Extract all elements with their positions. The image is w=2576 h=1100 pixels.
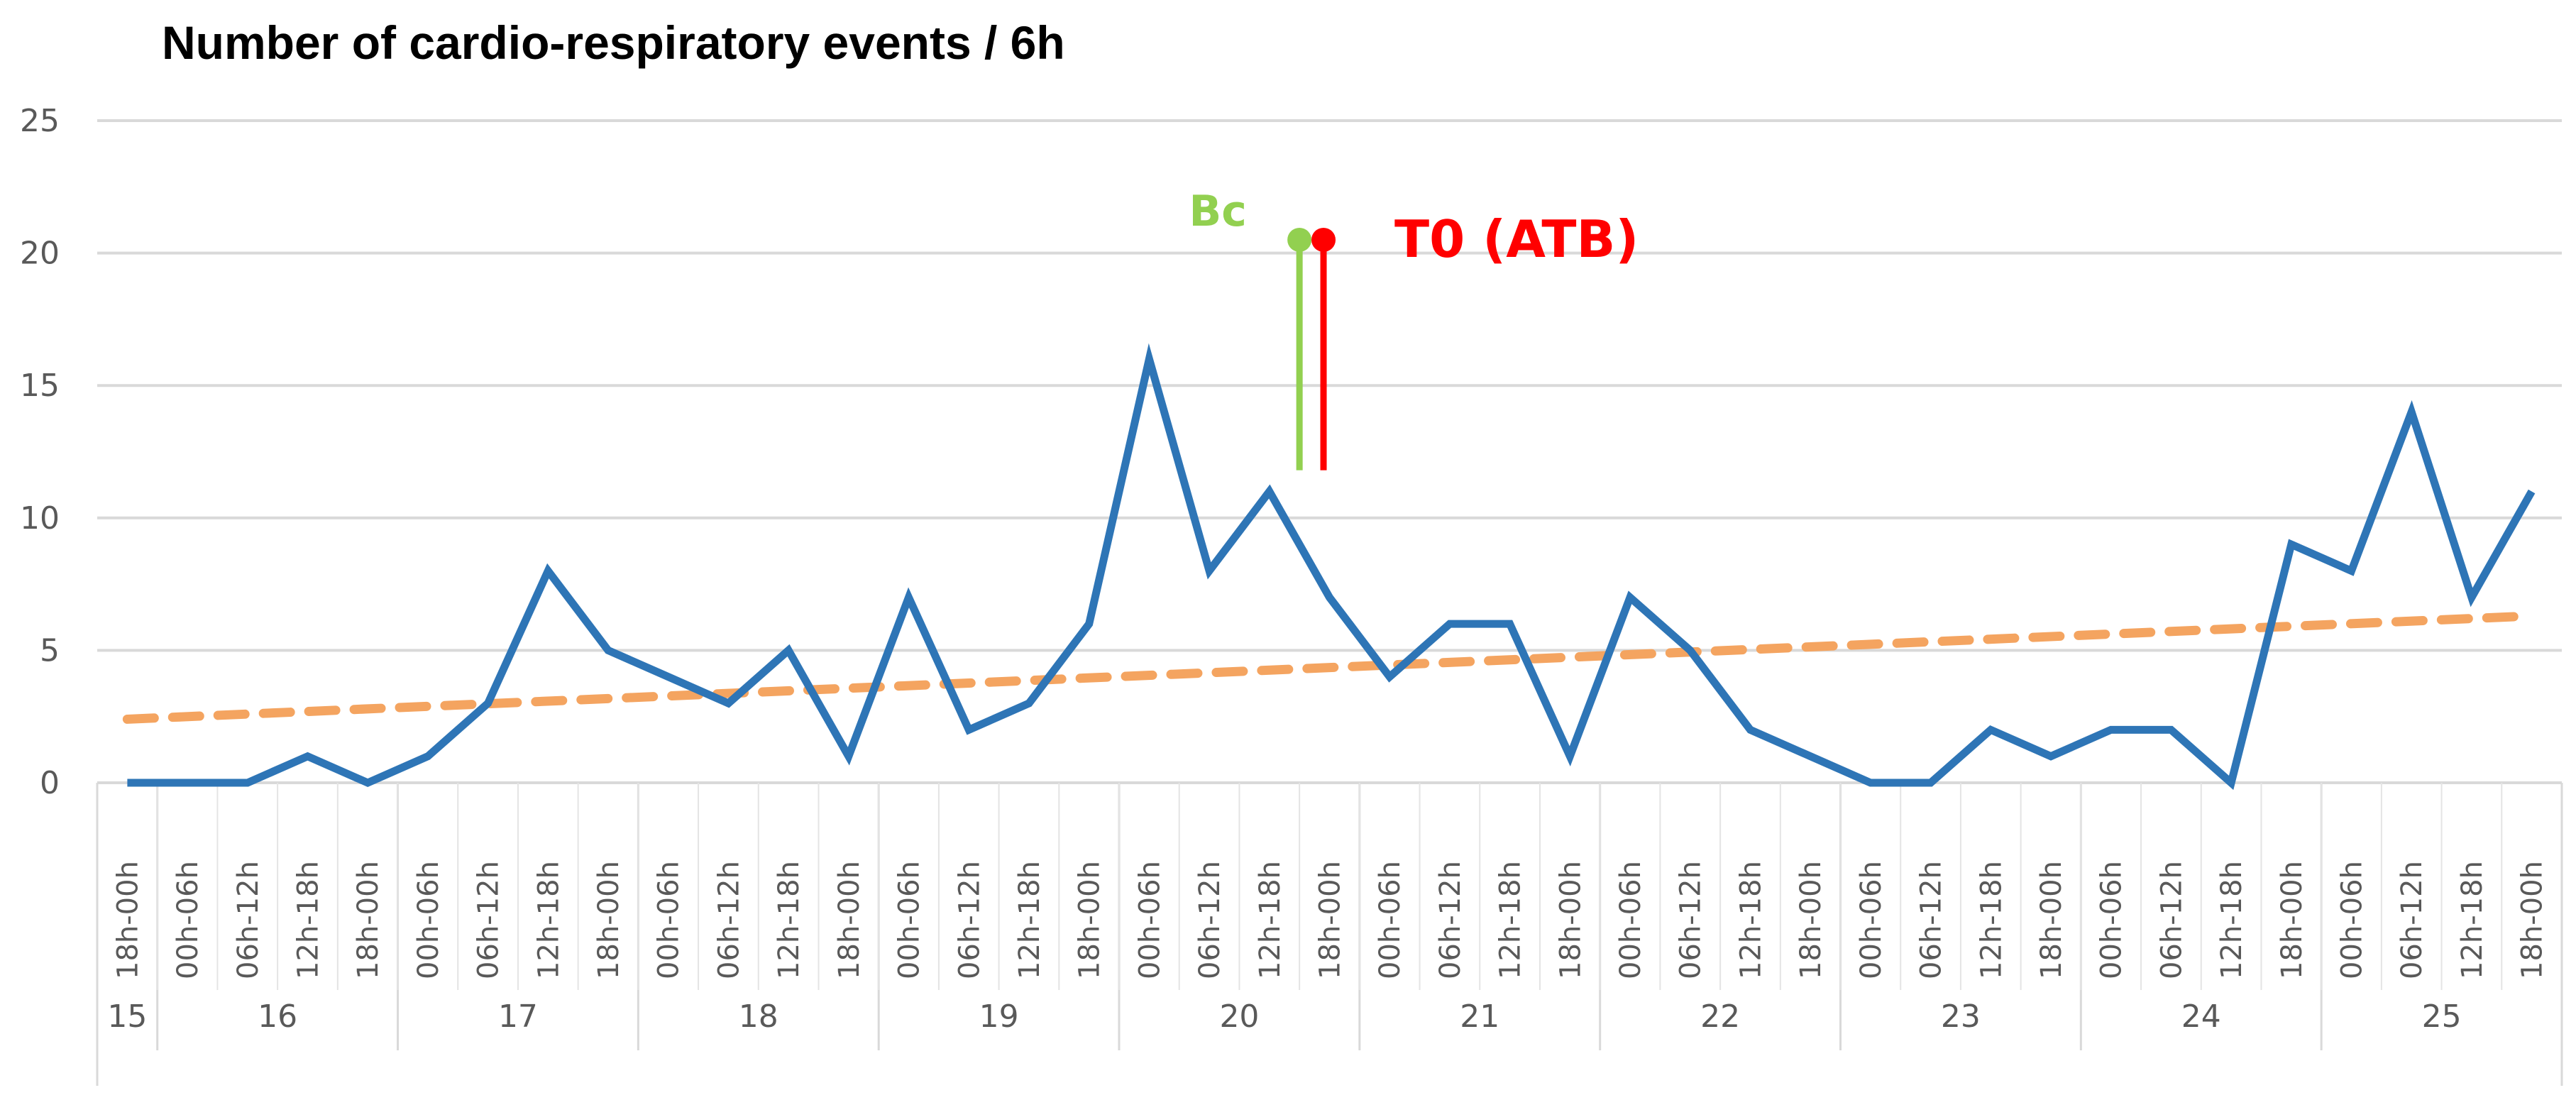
day-group-label: 22 — [1700, 999, 1740, 1035]
x-tick-label: 18h-00h — [352, 861, 385, 979]
x-tick-label: 00h-06h — [1855, 861, 1888, 979]
x-tick-label: 18h-00h — [1795, 861, 1827, 979]
day-group-label: 15 — [107, 999, 147, 1035]
y-tick-label: 15 — [20, 368, 60, 404]
x-tick-label: 00h-06h — [172, 861, 204, 979]
x-tick-label: 06h-12h — [953, 861, 986, 979]
x-tick-label: 18h-00h — [833, 861, 866, 979]
day-group-label: 23 — [1941, 999, 1981, 1035]
x-tick-label: 00h-06h — [1614, 861, 1647, 979]
annotation-marker — [1311, 227, 1336, 252]
x-tick-label: 12h-18h — [2216, 861, 2248, 979]
day-group-label: 20 — [1219, 999, 1259, 1035]
x-tick-label: 00h-06h — [1133, 861, 1166, 979]
y-tick-label: 20 — [20, 236, 60, 272]
annotation-label: T0 (ATB) — [1394, 209, 1639, 269]
y-tick-label: 0 — [40, 765, 60, 801]
x-tick-label: 18h-00h — [1074, 861, 1106, 979]
y-tick-label: 10 — [20, 500, 60, 537]
x-tick-label: 18h-00h — [1314, 861, 1347, 979]
x-tick-label: 18h-00h — [2035, 861, 2068, 979]
x-tick-label: 06h-12h — [473, 861, 505, 979]
x-tick-label: 12h-18h — [292, 861, 324, 979]
x-tick-label: 18h-00h — [2276, 861, 2308, 979]
series-line — [127, 343, 2536, 791]
trend-line-layer — [122, 611, 2537, 724]
trend-line — [122, 611, 2537, 724]
chart-title: Number of cardio-respiratory events / 6h — [162, 16, 1065, 69]
day-group-label: 18 — [739, 999, 778, 1035]
x-tick-label: 12h-18h — [1254, 861, 1287, 979]
day-group-label: 17 — [498, 999, 538, 1035]
x-tick-label: 00h-06h — [1374, 861, 1407, 979]
x-tick-label: 12h-18h — [1495, 861, 1527, 979]
y-axis: 0 5 10 15 20 25 — [20, 103, 60, 801]
x-tick-label: 06h-12h — [1194, 861, 1226, 979]
x-tick-label: 12h-18h — [1975, 861, 2008, 979]
annotation-label: Bc — [1189, 187, 1246, 236]
day-group-label: 16 — [258, 999, 297, 1035]
x-tick-label: 06h-12h — [1434, 861, 1467, 979]
x-tick-label: 18h-00h — [2516, 861, 2549, 979]
day-group-label: 24 — [2181, 999, 2221, 1035]
x-tick-label: 18h-00h — [111, 861, 144, 979]
x-tick-label: 18h-00h — [1554, 861, 1587, 979]
x-axis: 18h-00h 00h-06h 06h-12h 12h-18h 18h-00h 00h-0… — [96, 783, 2563, 1086]
x-tick-label: 00h-06h — [2096, 861, 2128, 979]
x-tick-label: 06h-12h — [1915, 861, 1948, 979]
x-tick-label: 06h-12h — [232, 861, 265, 979]
x-tick-label: 12h-18h — [532, 861, 565, 979]
x-tick-label: 06h-12h — [1675, 861, 1707, 979]
x-tick-label: 06h-12h — [712, 861, 745, 979]
x-tick-label: 00h-06h — [893, 861, 926, 979]
day-group-label: 25 — [2422, 999, 2462, 1035]
y-tick-label: 25 — [20, 103, 60, 139]
annotations: Bc T0 (ATB) — [1189, 187, 1639, 471]
y-tick-label: 5 — [40, 632, 60, 669]
x-tick-label: 12h-18h — [1013, 861, 1046, 979]
x-tick-label: 00h-06h — [412, 861, 445, 979]
x-tick-label: 06h-12h — [2396, 861, 2428, 979]
day-group-label: 19 — [979, 999, 1019, 1035]
day-group-label: 21 — [1460, 999, 1499, 1035]
x-tick-label: 18h-00h — [593, 861, 625, 979]
x-tick-label: 00h-06h — [2336, 861, 2369, 979]
x-tick-label: 12h-18h — [1734, 861, 1767, 979]
gridlines — [97, 119, 2562, 784]
x-tick-label: 12h-18h — [773, 861, 805, 979]
x-tick-label: 12h-18h — [2456, 861, 2489, 979]
x-tick-label: 06h-12h — [2155, 861, 2188, 979]
series-layer — [127, 343, 2536, 791]
x-tick-label: 00h-06h — [653, 861, 686, 979]
annotation-marker — [1287, 227, 1312, 252]
